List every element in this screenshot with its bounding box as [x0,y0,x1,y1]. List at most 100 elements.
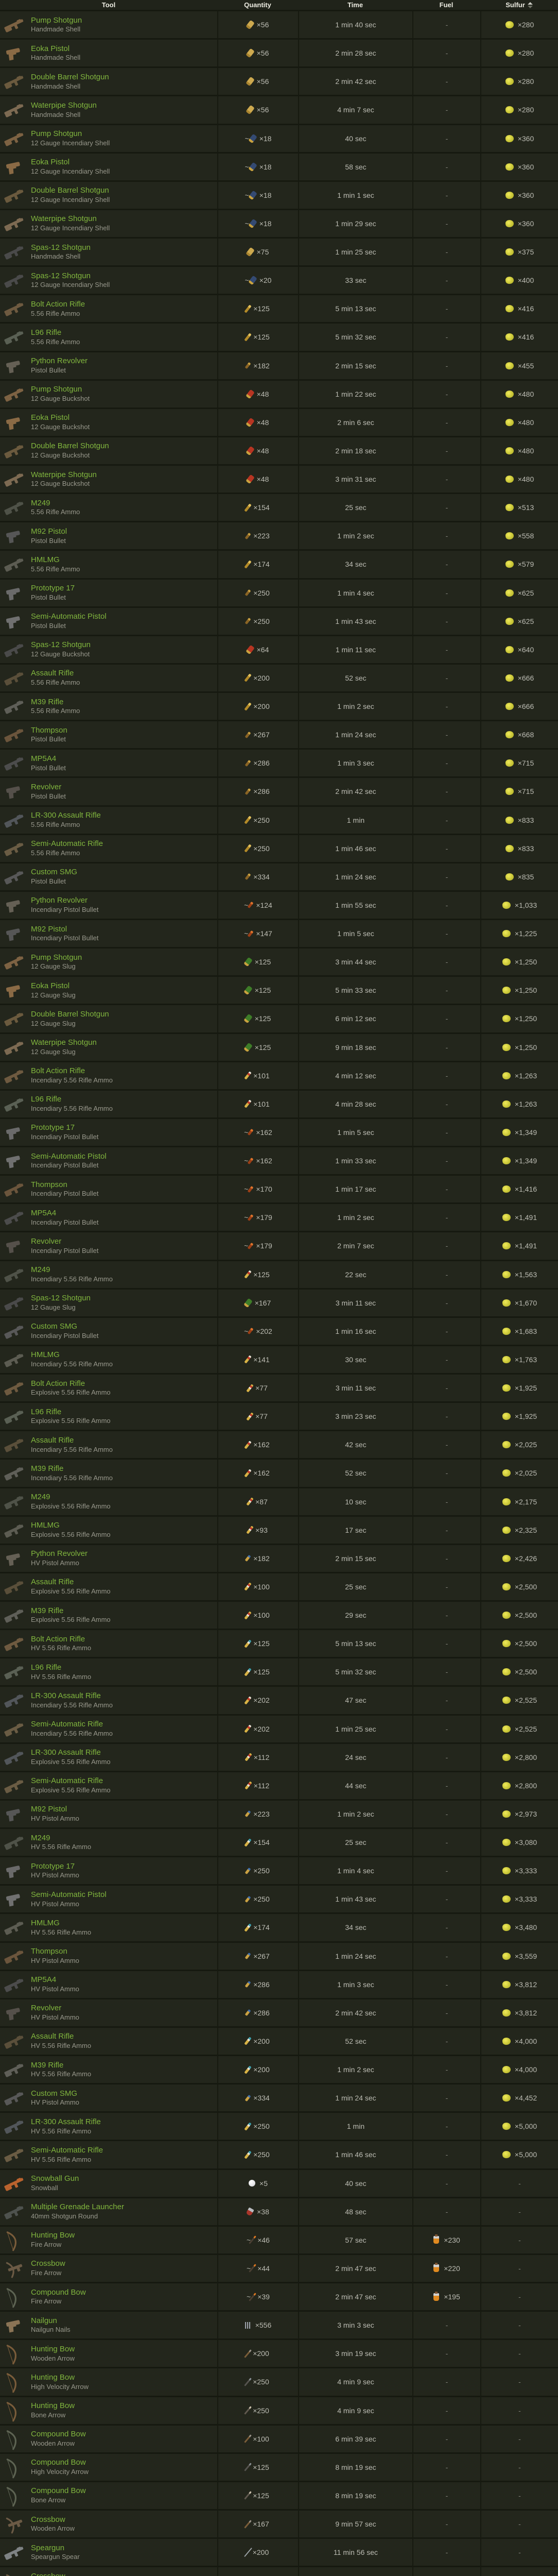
tool-link[interactable]: Eoka Pistol [31,413,70,422]
tool-link[interactable]: Double Barrel Shotgun [31,1009,109,1019]
column-header-time[interactable]: Time [298,0,412,10]
tool-link[interactable]: Thompson [31,1180,67,1189]
tool-link[interactable]: Hunting Bow [31,2401,75,2411]
sulfur-icon [504,532,514,540]
tool-link[interactable]: Bolt Action Rifle [31,1379,85,1388]
column-header-sulfur[interactable]: Sulfur [480,0,558,10]
tool-link[interactable]: Thompson [31,1947,67,1956]
tool-link[interactable]: Waterpipe Shotgun [31,100,97,110]
tool-link[interactable]: Revolver [31,2004,62,2013]
tool-link[interactable]: MP5A4 [31,754,57,763]
tool-link[interactable]: Assault Rifle [31,2032,74,2041]
tool-link[interactable]: MP5A4 [31,1975,57,1985]
tool-link[interactable]: Spas-12 Shotgun [31,1294,91,1303]
tool-link[interactable]: Custom SMG [31,1322,78,1331]
tool-link[interactable]: M249 [31,1833,50,1842]
tool-link[interactable]: Eoka Pistol [31,44,70,53]
tool-link[interactable]: Pump Shotgun [31,15,82,25]
column-header-fuel[interactable]: Fuel [412,0,480,10]
tool-link[interactable]: Bolt Action Rifle [31,1634,85,1643]
tool-link[interactable]: Python Revolver [31,357,88,366]
tool-link[interactable]: Python Revolver [31,896,88,905]
tool-link[interactable]: Hunting Bow [31,2372,75,2382]
tool-link[interactable]: Spas-12 Shotgun [31,640,91,650]
tool-link[interactable]: M39 Rifle [31,1464,64,1473]
tool-link[interactable]: Semi-Automatic Pistol [31,1151,107,1161]
tool-link[interactable]: MP5A4 [31,1208,57,1217]
tool-link[interactable]: HMLMG [31,555,60,564]
column-header-tool[interactable]: Tool [0,0,217,10]
tool-link[interactable]: Custom SMG [31,2089,78,2098]
fuel-cell: - [412,1204,480,1231]
tool-link[interactable]: Pump Shotgun [31,953,82,962]
tool-link[interactable]: Waterpipe Shotgun [31,214,97,224]
tool-link[interactable]: Crossbow [31,2572,89,2576]
tool-link[interactable]: M249 [31,1265,50,1275]
tool-link[interactable]: HMLMG [31,1521,60,1530]
tool-link[interactable]: Assault Rifle [31,1578,74,1587]
tool-link[interactable]: Pump Shotgun [31,129,82,139]
tool-link[interactable]: M92 Pistol [31,527,67,536]
tool-link[interactable]: Compound Bow [31,2287,86,2297]
tool-link[interactable]: Semi-Automatic Rifle [31,2145,103,2155]
tool-link[interactable]: L96 Rifle [31,328,62,337]
tool-link[interactable]: Semi-Automatic Rifle [31,1776,103,1786]
tool-link[interactable]: Compound Bow [31,2458,86,2467]
tool-link[interactable]: L96 Rifle [31,1095,62,1104]
tool-link[interactable]: Crossbow [31,2515,65,2524]
tool-link[interactable]: Semi-Automatic Rifle [31,839,103,849]
tool-link[interactable]: Eoka Pistol [31,981,70,990]
tool-link[interactable]: M39 Rifle [31,697,64,706]
tool-link[interactable]: LR-300 Assault Rifle [31,1691,101,1700]
tool-link[interactable]: M39 Rifle [31,1606,64,1615]
tool-link[interactable]: LR-300 Assault Rifle [31,811,101,820]
tool-link[interactable]: Semi-Automatic Pistol [31,612,107,621]
tool-link[interactable]: Assault Rifle [31,1435,74,1445]
tool-link[interactable]: Crossbow [31,2259,65,2268]
tool-link[interactable]: Prototype 17 [31,1861,75,1871]
tool-link[interactable]: Nailgun [31,2316,57,2325]
column-header-quantity[interactable]: Quantity [217,0,298,10]
tool-link[interactable]: Prototype 17 [31,584,75,593]
tool-link[interactable]: Bolt Action Rifle [31,299,85,309]
tool-link[interactable]: Waterpipe Shotgun [31,470,97,479]
tool-link[interactable]: L96 Rifle [31,1407,62,1416]
tool-link[interactable]: Hunting Bow [31,2344,75,2353]
tool-link[interactable]: Spas-12 Shotgun [31,271,91,280]
tool-link[interactable]: Semi-Automatic Pistol [31,1890,107,1899]
tool-link[interactable]: Revolver [31,1236,62,1246]
tool-link[interactable]: Thompson [31,725,67,735]
tool-link[interactable]: HMLMG [31,1918,60,1927]
tool-link[interactable]: Compound Bow [31,2486,86,2496]
tool-link[interactable]: Assault Rifle [31,669,74,678]
tool-link[interactable]: Double Barrel Shotgun [31,442,109,451]
tool-link[interactable]: M249 [31,498,50,507]
tool-link[interactable]: HMLMG [31,1350,60,1360]
tool-link[interactable]: Multiple Grenade Launcher [31,2202,124,2212]
tool-link[interactable]: M39 Rifle [31,2060,64,2070]
tool-link[interactable]: Python Revolver [31,1549,88,1558]
tool-link[interactable]: Prototype 17 [31,1123,75,1132]
tool-link[interactable]: Snowball Gun [31,2174,79,2183]
tool-link[interactable]: LR-300 Assault Rifle [31,2117,101,2126]
tool-link[interactable]: Revolver [31,782,62,791]
sulfur-cell: ×558 [480,522,558,550]
tool-link[interactable]: Spas-12 Shotgun [31,243,91,252]
tool-link[interactable]: LR-300 Assault Rifle [31,1748,101,1757]
tool-link[interactable]: Hunting Bow [31,2231,75,2240]
tool-link[interactable]: M92 Pistol [31,924,67,934]
tool-link[interactable]: Waterpipe Shotgun [31,1038,97,1047]
tool-link[interactable]: Bolt Action Rifle [31,1066,85,1076]
tool-link[interactable]: Custom SMG [31,868,78,877]
tool-link[interactable]: Double Barrel Shotgun [31,186,109,195]
tool-link[interactable]: Pump Shotgun [31,385,82,394]
tool-link[interactable]: Compound Bow [31,2430,86,2439]
tool-link[interactable]: Double Barrel Shotgun [31,72,109,81]
tool-link[interactable]: L96 Rifle [31,1663,62,1672]
tool-name-group: L96 Rifle 5.56 Rifle Ammo [31,328,80,346]
tool-link[interactable]: Semi-Automatic Rifle [31,1720,103,1729]
tool-link[interactable]: Speargun [31,2543,65,2552]
tool-link[interactable]: M249 [31,1493,50,1502]
tool-link[interactable]: M92 Pistol [31,1805,67,1814]
tool-link[interactable]: Eoka Pistol [31,158,70,167]
